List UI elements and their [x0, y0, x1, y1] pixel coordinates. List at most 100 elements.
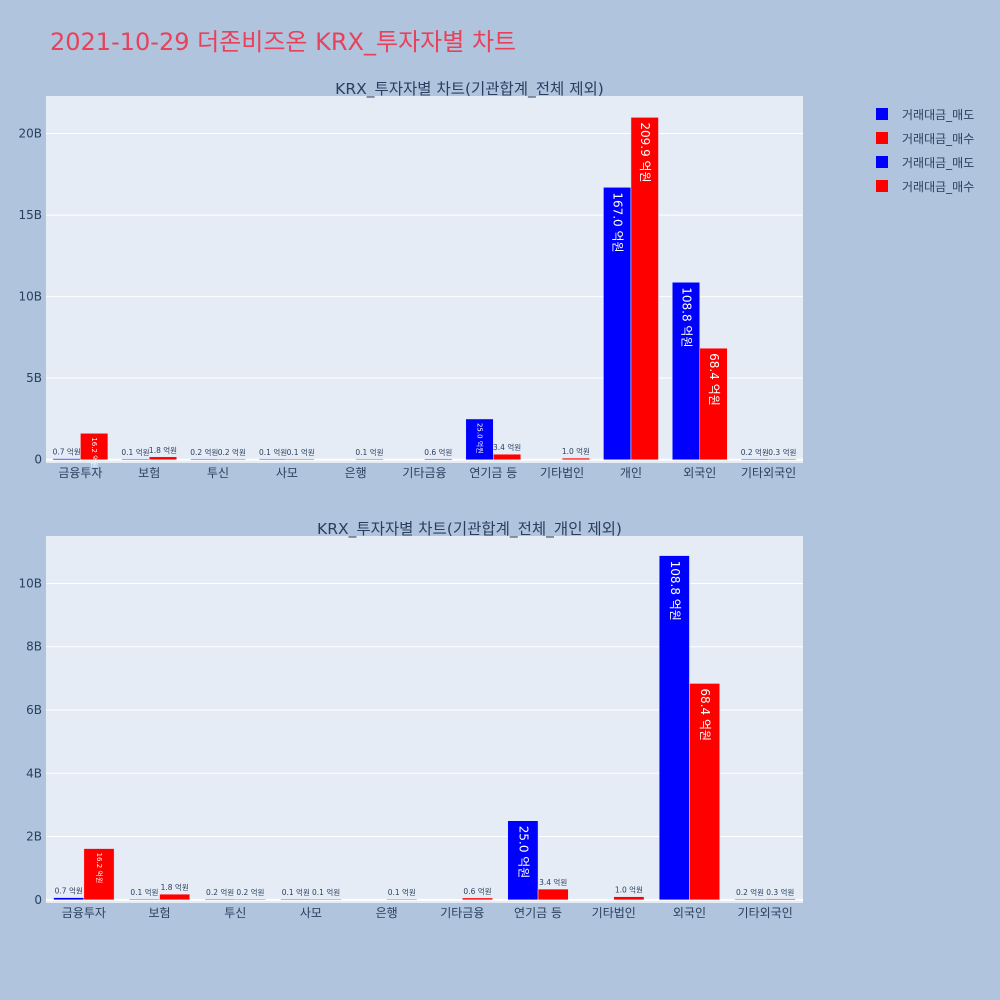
bar-value-label: 1.8 억원	[161, 883, 189, 892]
y-tick-label: 2B	[26, 830, 42, 844]
bar-value-label: 0.6 억원	[424, 448, 452, 457]
bar	[286, 458, 315, 460]
x-tick-label: 연기금 등	[514, 906, 562, 920]
x-tick-label: 보험	[138, 466, 160, 480]
y-tick-label: 0	[34, 453, 42, 467]
bar-value-label: 0.2 억원	[218, 448, 246, 457]
y-tick-label: 10B	[18, 576, 42, 590]
bar	[159, 893, 191, 901]
bar-value-label: 68.4 억원	[707, 353, 721, 406]
x-tick-label: 연기금 등	[469, 466, 517, 480]
legend-swatch[interactable]	[876, 132, 888, 144]
x-tick-label: 은행	[345, 465, 367, 480]
bar	[80, 433, 109, 460]
x-tick-label: 개인	[620, 466, 642, 480]
bar-value-label: 108.8 억원	[680, 287, 694, 347]
bar-value-label: 0.7 억원	[53, 448, 81, 457]
bar	[537, 888, 569, 901]
x-tick-label: 외국인	[683, 466, 716, 480]
bar	[561, 457, 590, 460]
page-title: 2021-10-29 더존비즈온 KRX_투자자별 차트	[50, 28, 517, 56]
legend-label[interactable]: 거래대금_매수	[902, 180, 974, 194]
bar-value-label: 209.9 억원	[638, 122, 652, 182]
bar-value-label: 3.4 억원	[539, 878, 567, 887]
chart-subtitle: KRX_투자자별 차트(기관합계_전체_개인 제외)	[317, 520, 622, 539]
legend-swatch[interactable]	[876, 156, 888, 168]
bar-value-label: 0.1 억원	[130, 888, 158, 897]
x-tick-label: 은행	[376, 905, 398, 920]
x-tick-label: 금융투자	[62, 906, 106, 920]
bar	[689, 683, 720, 901]
bar-value-label: 25.0 억원	[476, 423, 485, 454]
x-tick-label: 사모	[300, 906, 322, 920]
x-tick-label: 기타법인	[540, 466, 584, 480]
x-tick-label: 기타외국인	[741, 466, 796, 480]
bar	[699, 347, 728, 460]
x-tick-label: 기타외국인	[738, 906, 793, 920]
bar-value-label: 0.6 억원	[463, 887, 491, 896]
bar	[462, 897, 493, 901]
bar-value-label: 0.2 억원	[236, 888, 264, 897]
bar	[148, 456, 178, 460]
y-tick-label: 6B	[26, 703, 42, 717]
bar	[310, 898, 342, 901]
bar	[768, 458, 797, 460]
bar-value-label: 0.1 억원	[282, 888, 310, 897]
bar-value-label: 0.2 억원	[190, 448, 218, 457]
bar	[603, 187, 632, 460]
bar-value-label: 0.1 억원	[121, 448, 149, 457]
bar-value-label: 0.1 억원	[259, 448, 287, 457]
bar-value-label: 0.1 억원	[312, 888, 340, 897]
bar-value-label: 3.4 억원	[493, 443, 521, 452]
chart-subtitle: KRX_투자자별 차트(기관합계_전체 제외)	[335, 80, 604, 99]
bar	[658, 555, 690, 901]
legend-label[interactable]: 거래대금_매수	[902, 132, 974, 146]
bar	[630, 117, 659, 460]
y-tick-label: 4B	[26, 766, 42, 780]
bar	[217, 458, 246, 460]
bar	[613, 896, 645, 901]
bar	[235, 898, 266, 901]
bar-value-label: 0.7 억원	[55, 887, 83, 896]
bar	[355, 458, 384, 460]
bar	[671, 282, 701, 460]
x-tick-label: 기타법인	[592, 906, 636, 920]
x-tick-label: 사모	[276, 466, 298, 480]
bar	[764, 898, 796, 901]
y-tick-label: 5B	[26, 371, 42, 385]
y-tick-label: 0	[34, 893, 42, 907]
bar-value-label: 1.0 억원	[615, 886, 643, 895]
x-tick-label: 외국인	[673, 906, 706, 920]
bar-value-label: 1.8 억원	[149, 446, 177, 455]
legend-label[interactable]: 거래대금_매도	[902, 156, 974, 170]
bar-value-label: 0.2 억원	[206, 888, 234, 897]
bar-value-label: 167.0 억원	[611, 192, 625, 252]
x-tick-label: 투신	[207, 466, 229, 480]
y-tick-label: 15B	[18, 208, 42, 222]
bar-value-label: 16.2 억원	[90, 437, 99, 468]
legend-label[interactable]: 거래대금_매도	[902, 108, 974, 122]
bar-value-label: 0.3 억원	[766, 888, 794, 897]
bar-value-label: 0.2 억원	[741, 448, 769, 457]
y-tick-label: 8B	[26, 640, 42, 654]
bar-value-label: 0.3 억원	[768, 448, 796, 457]
legend-swatch[interactable]	[876, 180, 888, 192]
bar-value-label: 0.2 억원	[736, 888, 764, 897]
bar	[507, 820, 539, 901]
bar-value-label: 0.1 억원	[388, 888, 416, 897]
y-tick-label: 20B	[18, 127, 42, 141]
bar-value-label: 1.0 억원	[562, 447, 590, 456]
legend-swatch[interactable]	[876, 108, 888, 120]
bar	[493, 453, 522, 460]
bar-value-label: 0.1 억원	[355, 448, 383, 457]
bar-value-label: 0.1 억원	[287, 448, 315, 457]
bar	[465, 418, 494, 460]
x-tick-label: 기타금융	[440, 906, 484, 920]
x-tick-label: 금융투자	[58, 466, 102, 480]
bar-value-label: 108.8 억원	[668, 561, 682, 621]
x-tick-label: 투신	[224, 906, 246, 920]
bar	[424, 458, 453, 460]
